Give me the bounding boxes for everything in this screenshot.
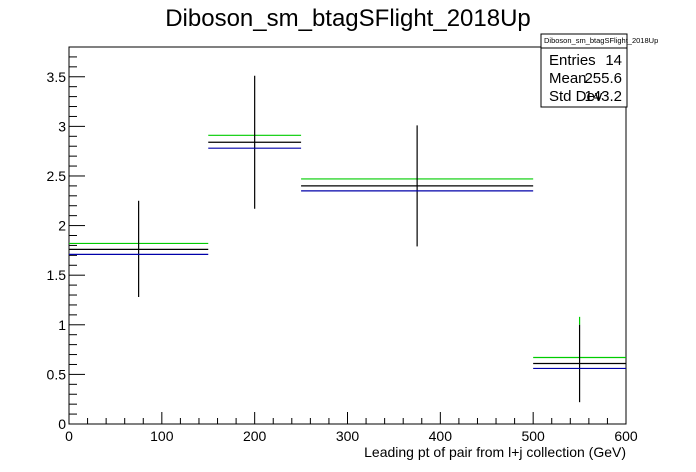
y-tick-label: 2.5 — [47, 168, 67, 184]
x-tick-label: 400 — [429, 428, 453, 444]
x-tick-label: 500 — [521, 428, 545, 444]
stats-mean-value: 255.6 — [584, 70, 622, 87]
data-marks — [69, 75, 626, 403]
stats-std-label: Std Dev — [549, 88, 603, 105]
stats-std-value: 143.2 — [584, 88, 622, 105]
stats-box-frame — [540, 33, 628, 108]
stats-box-title: Diboson_sm_btagSFlight_2018Up — [544, 36, 658, 45]
x-tick-label: 100 — [150, 428, 174, 444]
stats-box: Diboson_sm_btagSFlight_2018Up Entries 14… — [540, 33, 658, 108]
stats-entries-value: 14 — [605, 52, 622, 69]
x-tick-label: 200 — [243, 428, 267, 444]
chart-title: Diboson_sm_btagSFlight_2018Up — [165, 5, 531, 32]
y-tick-label: 0 — [58, 416, 66, 432]
axes: 0 100 200 300 400 500 600 0 0.5 1 1.5 2 2.5 3 3.5 — [47, 46, 638, 444]
stats-mean-label: Mean — [549, 70, 587, 87]
y-tick-label: 3.5 — [47, 69, 67, 85]
y-tick-label: 2 — [58, 218, 66, 234]
y-tick-label: 1 — [58, 317, 66, 333]
y-tick-label: 3 — [58, 118, 66, 134]
x-tick-label: 600 — [614, 428, 638, 444]
x-tick-label: 300 — [336, 428, 360, 444]
x-tick-label: 0 — [65, 428, 73, 444]
y-tick-label: 1.5 — [47, 267, 67, 283]
stats-entries-label: Entries — [549, 52, 596, 69]
y-tick-label: 0.5 — [47, 366, 67, 382]
x-axis-label: Leading pt of pair from l+j collection (… — [364, 444, 626, 460]
